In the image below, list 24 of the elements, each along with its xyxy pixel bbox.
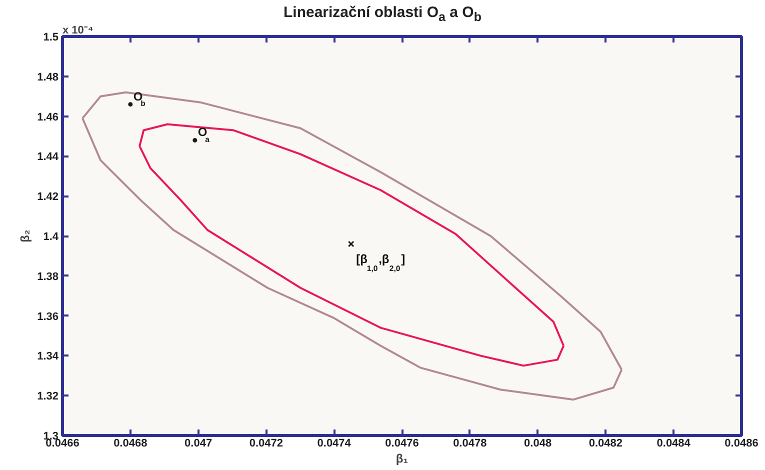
y-tick-label: 1.4 <box>43 231 60 243</box>
y-tick-label: 1.32 <box>37 390 59 403</box>
y-axis-title: β₂ <box>18 230 32 242</box>
x-tick-label: 0.0486 <box>724 438 758 450</box>
text: x 10⁻⁴ <box>62 24 94 36</box>
x-tick-label: 0.0478 <box>453 438 487 450</box>
y-tick-label: 1.48 <box>37 71 59 84</box>
x-tick-label: 0.0474 <box>317 438 352 450</box>
x-axis-title: β₁ <box>396 452 408 466</box>
y-tick-label: 1.36 <box>37 310 59 323</box>
y-tick-label: 1.5 <box>43 32 59 44</box>
x-tick-label: 0.047 <box>184 438 212 450</box>
y-tick-label: 1.44 <box>37 151 60 164</box>
x-tick-label: 0.0484 <box>656 438 692 450</box>
chart-title: Linearizační oblasti O$_{a}$ a O$_{b}$ <box>284 3 482 26</box>
x-tick-label: 0.0482 <box>588 438 623 450</box>
y-tick-label: 1.38 <box>37 270 59 283</box>
y-tick-label: 1.34 <box>37 350 60 363</box>
x-tick-label: 0.0472 <box>249 438 284 450</box>
x-tick-label: 0.0476 <box>385 438 419 450</box>
x-tick-label: 0.048 <box>524 438 552 450</box>
x-tick-label: 0.0468 <box>114 438 148 450</box>
y-tick-label: 1.42 <box>37 191 59 204</box>
y-tick-label: 1.46 <box>37 111 59 124</box>
